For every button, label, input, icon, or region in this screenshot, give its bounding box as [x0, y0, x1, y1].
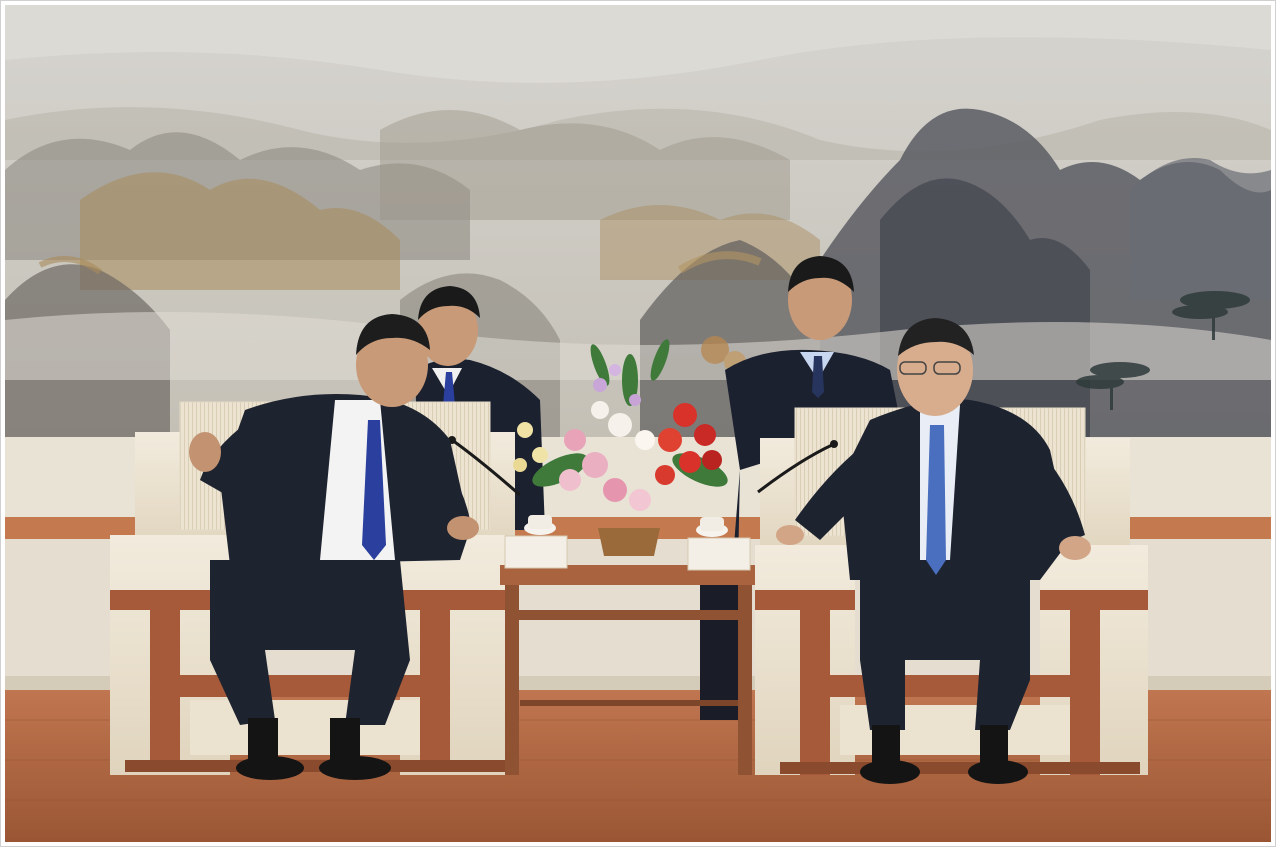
landscape-painting — [5, 5, 1271, 438]
person-right-seated — [776, 318, 1091, 784]
nameplate-left — [504, 535, 568, 569]
microphone-left — [451, 438, 521, 497]
nameplate-right — [687, 537, 751, 571]
microphone-right — [757, 443, 833, 494]
teacup-left — [524, 515, 556, 535]
flower-arrangement — [513, 339, 728, 556]
teacup-right — [696, 517, 728, 537]
person-left-seated — [189, 314, 479, 780]
